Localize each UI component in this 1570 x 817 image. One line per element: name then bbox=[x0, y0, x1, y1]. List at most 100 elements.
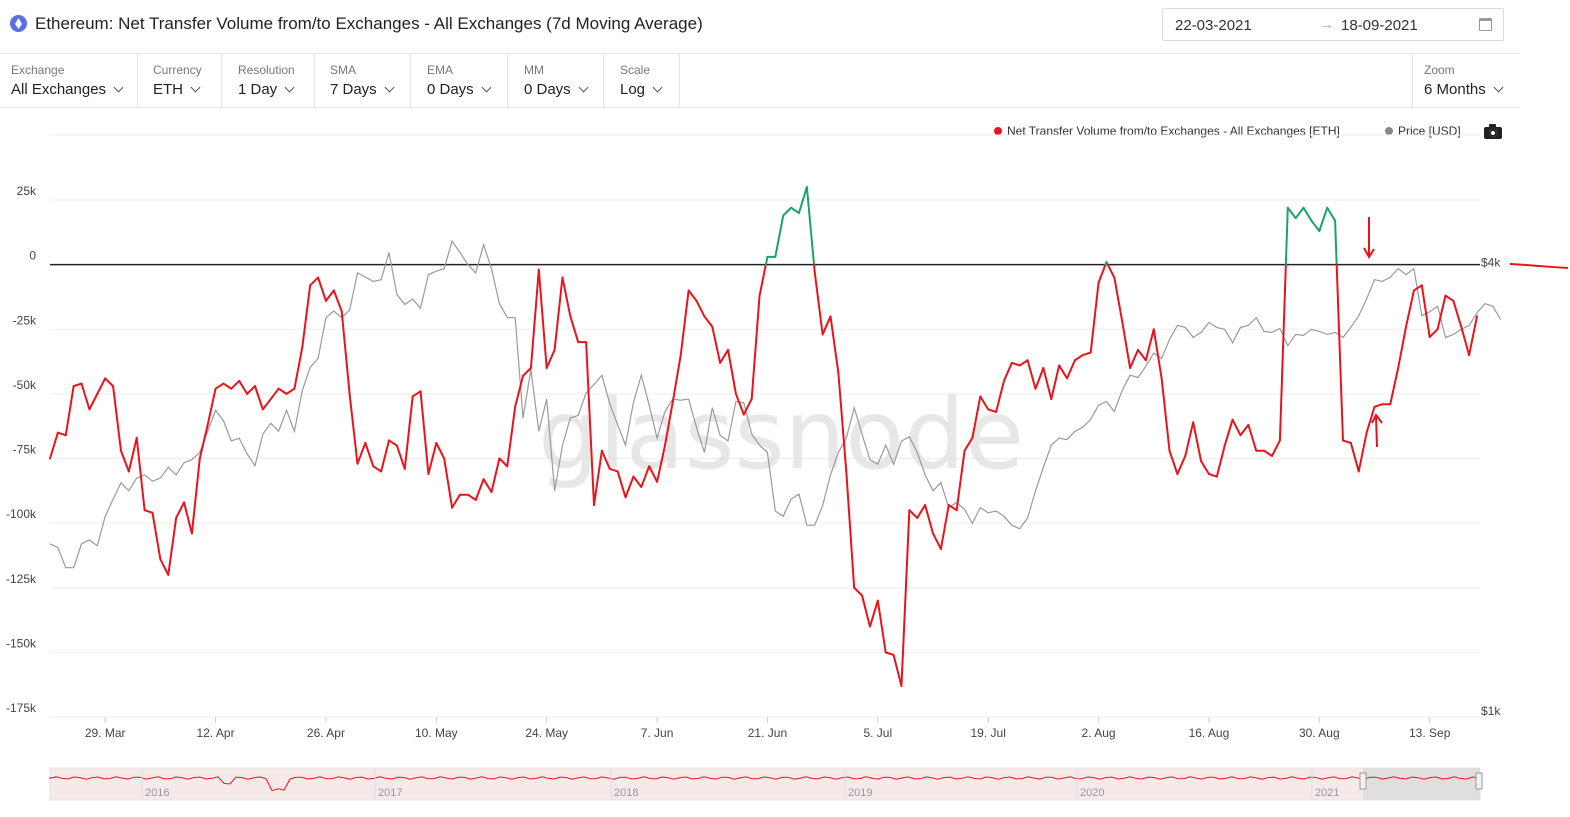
y-axis-right: $4k $1k bbox=[1481, 256, 1501, 718]
volume-segment bbox=[246, 385, 256, 395]
navigator-handle-right bbox=[1475, 772, 1483, 790]
control-value: 0 Days bbox=[524, 81, 589, 98]
sma-select[interactable]: SMA 7 Days bbox=[319, 54, 411, 107]
volume-segment bbox=[837, 372, 848, 473]
mm-select[interactable]: MM 0 Days bbox=[513, 54, 604, 107]
volume-segment bbox=[451, 493, 461, 509]
control-label: Exchange bbox=[11, 63, 65, 77]
volume-segment bbox=[427, 441, 438, 476]
volume-segment bbox=[932, 532, 942, 550]
volume-segment bbox=[640, 465, 651, 488]
ema-select[interactable]: EMA 0 Days bbox=[416, 54, 508, 107]
volume-segment bbox=[269, 387, 280, 401]
camera-icon[interactable] bbox=[1484, 124, 1502, 139]
navigator-year-label: 2020 bbox=[1080, 787, 1104, 799]
volume-segment bbox=[1420, 284, 1431, 339]
exchange-select[interactable]: Exchange All Exchanges bbox=[0, 54, 138, 107]
date-to-input[interactable]: 18-09-2021 bbox=[1341, 17, 1418, 34]
volume-segment bbox=[1160, 377, 1171, 452]
volume-segment bbox=[608, 467, 619, 473]
volume-segment bbox=[908, 509, 919, 519]
volume-segment bbox=[1334, 219, 1338, 266]
volume-segment bbox=[135, 436, 146, 512]
volume-segment bbox=[892, 653, 903, 687]
volume-segment bbox=[403, 395, 414, 470]
volume-segment bbox=[506, 405, 517, 468]
chart-title: Ethereum: Net Transfer Volume from/to Ex… bbox=[35, 14, 703, 33]
volume-segment bbox=[1184, 421, 1195, 457]
volume-segment bbox=[616, 470, 627, 499]
volume-segment bbox=[1302, 206, 1313, 222]
calendar-icon[interactable] bbox=[1479, 18, 1492, 31]
volume-segment bbox=[758, 263, 767, 297]
volume-segment bbox=[569, 315, 580, 344]
navigator[interactable]: 2016 2017 2018 2019 2020 2021 bbox=[49, 767, 1483, 801]
navigator-year-label: 2016 bbox=[145, 787, 169, 799]
volume-segment bbox=[435, 441, 446, 460]
resolution-select[interactable]: Resolution 1 Day bbox=[227, 54, 315, 107]
volume-segment bbox=[301, 284, 312, 349]
volume-segment bbox=[797, 186, 808, 214]
date-range-picker[interactable]: 22-03-2021 → 18-09-2021 bbox=[1162, 8, 1504, 41]
control-label: SMA bbox=[330, 63, 357, 77]
volume-segment bbox=[553, 276, 564, 351]
navigator-year-label: 2021 bbox=[1315, 787, 1339, 799]
date-from-input[interactable]: 22-03-2021 bbox=[1175, 17, 1252, 34]
y-tick-label: -25k bbox=[13, 313, 37, 327]
x-tick-label: 10. May bbox=[415, 726, 458, 740]
volume-segment bbox=[474, 478, 485, 501]
volume-segment bbox=[1310, 219, 1321, 233]
x-tick-label: 13. Sep bbox=[1409, 726, 1451, 740]
navigator-track bbox=[49, 767, 1481, 801]
currency-select[interactable]: Currency ETH bbox=[142, 54, 222, 107]
control-label: Zoom bbox=[1424, 63, 1455, 77]
x-axis: 29. Mar 12. Apr 26. Apr 10. May 24. May 7. Ju… bbox=[85, 717, 1451, 740]
volume-segment bbox=[238, 379, 249, 395]
volume-segment bbox=[585, 341, 595, 507]
volume-segment bbox=[1341, 439, 1352, 444]
volume-segment bbox=[56, 431, 67, 437]
volume-segment bbox=[159, 558, 170, 576]
control-label: Scale bbox=[620, 63, 651, 77]
chart-header: Ethereum: Net Transfer Volume from/to Ex… bbox=[0, 0, 1520, 54]
volume-segment bbox=[198, 423, 209, 460]
volume-segment bbox=[1010, 361, 1021, 367]
navigator-year-label: 2017 bbox=[378, 787, 402, 799]
ethereum-icon bbox=[10, 15, 27, 32]
x-tick-label: 24. May bbox=[525, 726, 568, 740]
volume-segment bbox=[1428, 328, 1439, 339]
arrow-right-icon: → bbox=[1319, 16, 1334, 33]
control-value: 0 Days bbox=[427, 81, 492, 98]
volume-segment bbox=[80, 382, 91, 411]
volume-segment bbox=[1263, 449, 1274, 457]
watermark-text: glassnode bbox=[538, 379, 1024, 491]
volume-segment bbox=[261, 398, 272, 411]
volume-segment bbox=[277, 387, 288, 395]
x-tick-label: 21. Jun bbox=[748, 726, 787, 740]
volume-segment bbox=[1136, 348, 1147, 362]
y-tick-label: -175k bbox=[6, 701, 37, 715]
volume-segment bbox=[900, 509, 911, 687]
zoom-select[interactable]: Zoom 6 Months bbox=[1412, 54, 1520, 107]
volume-segment bbox=[813, 263, 816, 274]
scale-select[interactable]: Scale Log bbox=[609, 54, 680, 107]
volume-segment bbox=[947, 504, 958, 512]
volume-segment bbox=[845, 470, 856, 589]
control-value: ETH bbox=[153, 81, 201, 98]
volume-segment bbox=[679, 289, 690, 357]
control-value: 1 Day bbox=[238, 81, 295, 98]
volume-segment bbox=[971, 395, 982, 439]
volume-segment bbox=[711, 325, 722, 364]
volume-segment bbox=[687, 289, 698, 302]
volume-segment bbox=[1192, 421, 1203, 463]
volume-segment bbox=[529, 268, 540, 370]
x-tick-label: 29. Mar bbox=[85, 726, 126, 740]
y-right-tick-label: $1k bbox=[1481, 704, 1501, 718]
navigator-window bbox=[1363, 768, 1480, 800]
control-value: Log bbox=[620, 81, 663, 98]
volume-segment bbox=[72, 382, 83, 388]
volume-segment bbox=[995, 379, 1005, 413]
volume-segment bbox=[782, 206, 793, 217]
volume-segment bbox=[1018, 359, 1029, 367]
